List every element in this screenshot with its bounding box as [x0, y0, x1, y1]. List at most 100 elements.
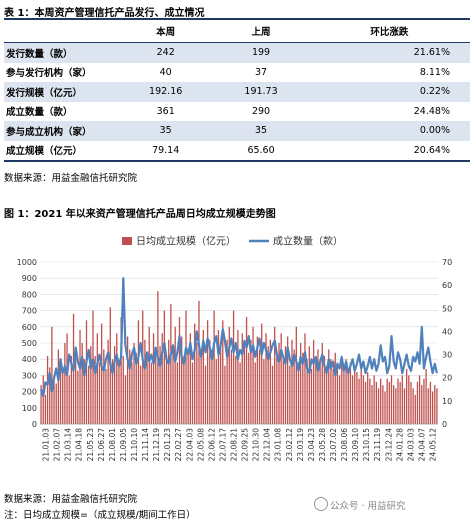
x-tick-label: 23.08.06: [340, 428, 349, 462]
x-tick-label: 21.06.27: [97, 428, 106, 462]
bar: [94, 355, 96, 424]
bar: [202, 330, 204, 424]
bar: [276, 352, 278, 424]
bar: [228, 326, 230, 424]
bar: [133, 343, 135, 424]
count-line: [40, 277, 438, 398]
bar: [289, 365, 291, 424]
bar: [302, 352, 304, 424]
bar: [139, 365, 142, 424]
bar: [274, 326, 276, 424]
bar: [135, 352, 137, 424]
bar: [230, 349, 233, 424]
bar: [308, 346, 310, 424]
bar: [373, 375, 375, 424]
bar: [323, 355, 326, 424]
bar: [341, 355, 343, 424]
bar: [367, 372, 369, 424]
x-tick-label: 21.02.07: [53, 428, 62, 462]
bar: [338, 375, 341, 424]
bar: [204, 365, 207, 424]
bar: [178, 317, 181, 424]
bar: [116, 333, 118, 424]
bar: [194, 323, 196, 424]
bar: [336, 362, 339, 424]
bar: [317, 349, 319, 424]
bar: [434, 385, 436, 424]
y-right-tick-label: 20: [442, 374, 452, 383]
row-label: 发行数量（款）: [4, 42, 118, 63]
bar: [183, 355, 185, 424]
bar: [224, 365, 226, 424]
table-row: 成立数量（款） 361 290 24.48%: [4, 102, 470, 122]
header-blank: [4, 18, 118, 43]
x-tick-label: 23.11.19: [373, 428, 382, 462]
bar: [388, 381, 390, 424]
change-value: 0.22%: [308, 82, 470, 102]
bar: [267, 346, 269, 424]
bar: [165, 355, 168, 424]
bar: [53, 378, 55, 424]
bar: [62, 372, 64, 424]
bar: [81, 343, 83, 424]
x-tick-label: 24.05.12: [429, 428, 438, 462]
bar: [174, 326, 176, 424]
row-label: 成立数量（款）: [6, 107, 73, 119]
bar: [299, 343, 302, 424]
bar: [146, 354, 148, 424]
change-value: 20.64%: [308, 140, 470, 162]
bar: [418, 375, 421, 424]
bar: [425, 368, 427, 424]
bar: [124, 375, 127, 424]
x-tick-label: 23.01.08: [274, 428, 283, 462]
bar: [386, 378, 388, 424]
bar: [369, 378, 371, 424]
bar: [358, 378, 360, 424]
this-week-value: 192.16: [118, 82, 214, 102]
bar: [371, 385, 373, 424]
bar: [356, 372, 358, 424]
bar: [431, 391, 434, 424]
header-last-week: 上周: [213, 18, 309, 43]
change-value: 0.00%: [308, 121, 470, 141]
chart-title: 图 1：2021 年以来资产管理信托产品周日均成立规模走势图: [4, 209, 276, 220]
x-tick-label: 24.03.03: [406, 428, 415, 462]
bar: [405, 368, 408, 424]
bar: [297, 362, 300, 424]
this-week-value: 35: [118, 121, 214, 141]
legend-bar-swatch: [122, 237, 132, 245]
y-right-tick-label: 40: [442, 327, 452, 336]
bar: [111, 359, 114, 424]
bar: [263, 359, 265, 424]
x-tick-label: 23.03.19: [296, 428, 305, 462]
table-row: 参与发行机构（家） 40 37 8.11%: [4, 63, 470, 83]
bar: [245, 317, 248, 424]
header-change: 环比涨跌: [308, 18, 470, 43]
bar: [284, 346, 287, 424]
this-week-value: 40: [159, 66, 172, 78]
bar: [191, 362, 194, 424]
bar: [209, 339, 211, 424]
bar: [75, 351, 77, 424]
bar: [362, 375, 365, 424]
bar: [408, 375, 410, 424]
x-tick-label: 22.05.08: [196, 428, 205, 462]
bar: [416, 381, 419, 424]
bar: [250, 339, 252, 424]
bar: [354, 365, 356, 424]
y-left-tick-label: 100: [22, 404, 37, 413]
bar: [142, 310, 144, 424]
bar: [293, 349, 295, 424]
bar: [217, 330, 220, 424]
bar: [118, 362, 120, 424]
bar: [155, 349, 157, 424]
bar: [107, 339, 109, 424]
bar: [256, 336, 259, 424]
bar: [219, 346, 222, 424]
y-left-tick-label: 300: [22, 371, 37, 380]
chart-source: 数据来源：用益金融信托研究院: [4, 494, 138, 505]
y-right-tick-label: 10: [442, 397, 452, 406]
bar: [330, 359, 332, 424]
issuance-summary-table: 本周 上周 环比涨跌 发行数量（款） 242 199 21.61% 参与发行机构…: [4, 18, 470, 162]
y-left-tick-label: 1000: [17, 258, 37, 267]
